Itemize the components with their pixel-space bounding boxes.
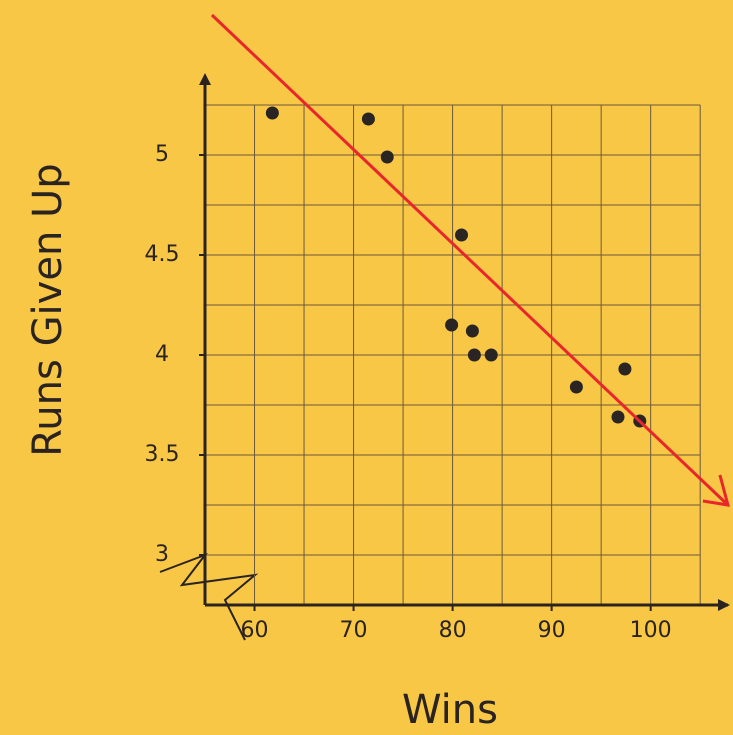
x-tick-label: 80 [439, 618, 467, 643]
data-point [618, 363, 631, 376]
data-point [570, 381, 583, 394]
x-tick-label: 70 [340, 618, 368, 643]
y-tick-label: 4.5 [145, 242, 180, 267]
x-axis-title: Wins [402, 687, 498, 733]
x-tick-label: 100 [630, 618, 672, 643]
y-tick-label: 3.5 [145, 442, 180, 467]
y-tick-label: 5 [155, 142, 169, 167]
y-tick-label: 3 [155, 542, 169, 567]
x-tick-label: 90 [538, 618, 566, 643]
data-point [445, 319, 458, 332]
y-axis-arrow [199, 73, 211, 85]
data-point [468, 349, 481, 362]
data-point [466, 325, 479, 338]
y-tick-label: 4 [155, 342, 169, 367]
page: {"chart_data": { "type": "scatter", "x_l… [0, 0, 733, 735]
data-point [611, 411, 624, 424]
data-point [381, 151, 394, 164]
y-axis-title: Runs Given Up [25, 163, 71, 456]
data-point [455, 229, 468, 242]
x-axis-arrow [718, 599, 730, 611]
data-point [485, 349, 498, 362]
data-point [362, 113, 375, 126]
x-tick-label: 60 [241, 618, 269, 643]
data-point [266, 107, 279, 120]
chart: Wins Runs Given Up 60 70 80 90 100 3 3.5 4 4.5 5 [0, 0, 733, 735]
